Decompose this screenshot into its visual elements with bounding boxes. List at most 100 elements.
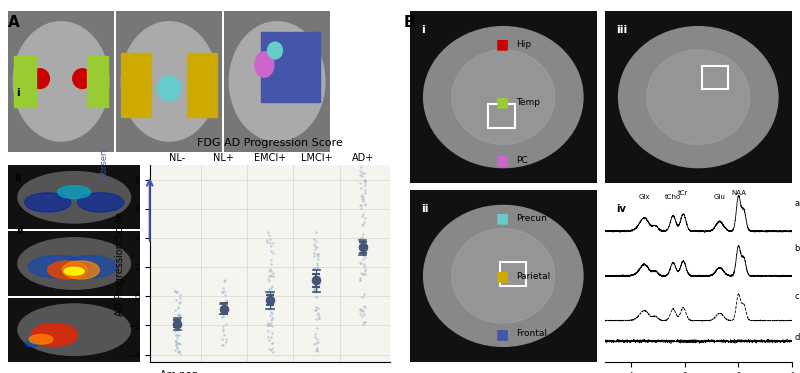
Point — [310, 336, 323, 342]
Text: A: A — [8, 15, 20, 30]
Point — [217, 342, 230, 348]
Text: Glu: Glu — [714, 194, 726, 200]
Ellipse shape — [78, 193, 124, 212]
Text: ■: ■ — [496, 269, 509, 283]
Point — [358, 219, 370, 225]
Point — [313, 315, 326, 321]
Point — [265, 257, 278, 263]
Point — [358, 254, 371, 260]
Point — [217, 285, 230, 291]
Point — [358, 214, 371, 220]
Point — [262, 289, 274, 295]
Point — [219, 306, 232, 312]
Point — [262, 276, 274, 282]
Bar — [14, 56, 35, 107]
Point — [358, 177, 371, 183]
Point — [307, 250, 320, 256]
Ellipse shape — [31, 323, 78, 346]
Point — [357, 196, 370, 202]
Point — [358, 202, 371, 208]
Point — [169, 347, 182, 353]
Text: Glx: Glx — [639, 194, 650, 200]
Text: PC: PC — [516, 156, 528, 165]
Ellipse shape — [29, 256, 88, 278]
Point — [214, 307, 227, 313]
Point — [219, 322, 232, 327]
Ellipse shape — [58, 186, 90, 198]
Point — [310, 287, 322, 293]
Ellipse shape — [255, 52, 274, 77]
Point — [307, 341, 320, 347]
Point — [310, 345, 323, 351]
Point — [170, 323, 183, 329]
Point — [169, 342, 182, 348]
Point — [311, 253, 324, 258]
Point — [356, 313, 369, 319]
Point — [265, 285, 278, 291]
Point — [311, 265, 324, 271]
Point — [310, 238, 322, 244]
Point — [357, 231, 370, 236]
Point — [354, 180, 366, 186]
Point — [216, 336, 229, 342]
Point — [359, 187, 372, 193]
Point — [173, 317, 186, 323]
Text: Am neg: Am neg — [160, 370, 198, 373]
Point — [169, 288, 182, 294]
Point — [310, 260, 323, 266]
Ellipse shape — [230, 22, 325, 141]
Ellipse shape — [424, 26, 583, 167]
Point — [218, 332, 230, 338]
Point — [358, 319, 370, 325]
Point — [172, 305, 185, 311]
Point — [354, 277, 366, 283]
Point — [170, 289, 183, 295]
Point — [264, 266, 277, 272]
Point — [172, 319, 185, 325]
Ellipse shape — [48, 261, 87, 279]
Text: tCho: tCho — [665, 194, 682, 200]
Text: ■: ■ — [496, 153, 509, 167]
Point — [310, 340, 322, 346]
Point — [265, 261, 278, 267]
Point — [266, 316, 278, 322]
Point — [172, 312, 185, 318]
Point — [168, 318, 181, 324]
Point — [262, 322, 275, 328]
Point — [263, 347, 276, 352]
Text: B: B — [404, 15, 416, 30]
Ellipse shape — [646, 50, 750, 144]
Ellipse shape — [618, 26, 778, 167]
Text: NL-: NL- — [170, 153, 186, 163]
Point — [354, 164, 367, 170]
Point — [265, 333, 278, 339]
Point — [266, 290, 278, 296]
Bar — [488, 104, 514, 128]
Point — [266, 283, 278, 289]
Point — [354, 205, 367, 211]
Title: FDG AD Progression Score: FDG AD Progression Score — [197, 138, 343, 148]
Point — [266, 340, 279, 346]
Point — [262, 338, 275, 344]
Point — [170, 323, 183, 329]
Point — [357, 249, 370, 255]
Point — [170, 339, 183, 345]
Text: Temp: Temp — [516, 98, 540, 107]
Point — [265, 309, 278, 315]
Text: Frontal: Frontal — [516, 329, 547, 338]
Point — [262, 273, 275, 279]
Point — [261, 291, 274, 297]
Text: EMCI+: EMCI+ — [254, 153, 286, 163]
Point — [354, 202, 366, 208]
Point — [308, 236, 321, 242]
Point — [262, 335, 274, 341]
Point — [354, 306, 366, 312]
Text: Worsen: Worsen — [99, 148, 109, 180]
Point — [265, 268, 278, 274]
Point — [310, 278, 322, 284]
Text: NAA: NAA — [731, 190, 746, 196]
Point — [265, 347, 278, 353]
Point — [357, 211, 370, 217]
Point — [262, 322, 274, 328]
Point — [357, 271, 370, 277]
